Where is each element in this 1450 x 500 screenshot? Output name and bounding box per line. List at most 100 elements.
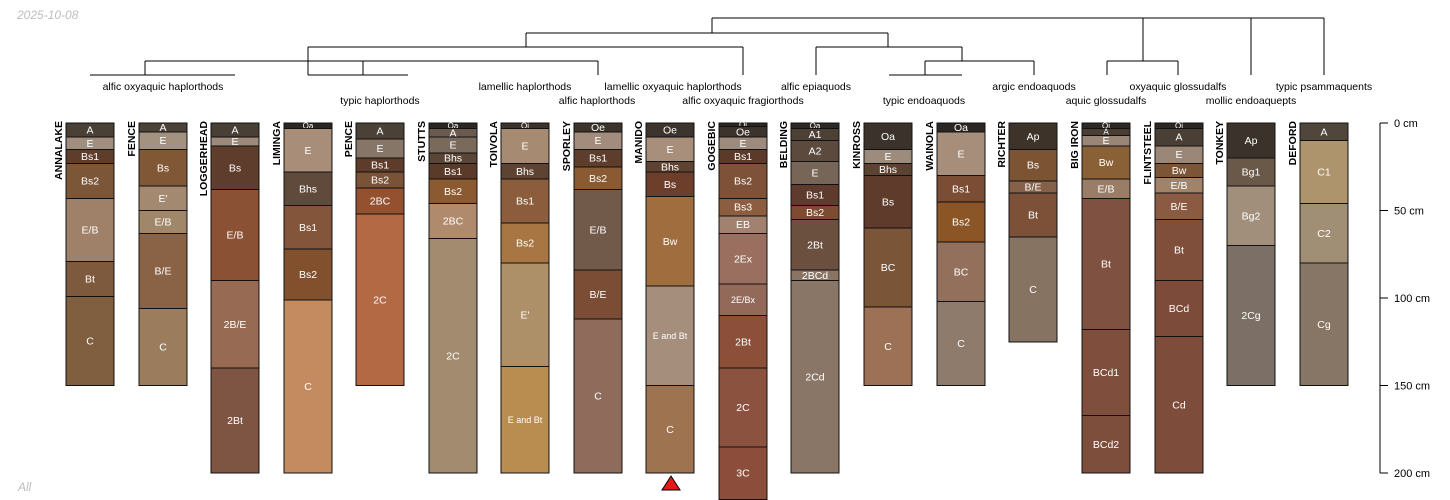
horizon-wainola-2 bbox=[936, 175, 986, 203]
horizon-label-annalake-2: Bs1 bbox=[81, 151, 99, 163]
horizon-label-manido-6: C bbox=[666, 424, 674, 436]
horizon-manido-4 bbox=[645, 196, 695, 287]
horizon-label-flintsteel-1: A bbox=[1175, 132, 1182, 144]
horizon-liminga-2 bbox=[283, 171, 333, 206]
profile-name-richter: RICHTER bbox=[996, 121, 1008, 168]
horizon-label-loggerhead-1: E bbox=[231, 136, 238, 148]
horizon-fence-5 bbox=[138, 232, 188, 309]
footer-label: All bbox=[18, 480, 32, 494]
horizon-label-big-iron-3: Bw bbox=[1099, 157, 1114, 169]
horizon-tonkey-2 bbox=[1226, 185, 1276, 246]
horizon-pence-5 bbox=[355, 213, 405, 386]
horizon-label-stutts-4: Bs1 bbox=[444, 166, 462, 178]
horizon-label-belding-7: 2BCd bbox=[802, 270, 828, 282]
horizon-label-stutts-3: Bhs bbox=[444, 153, 462, 165]
horizon-label-belding-5: Bs2 bbox=[806, 207, 824, 219]
profile-name-annalake: ANNALAKE bbox=[53, 121, 65, 180]
horizon-manido-5 bbox=[645, 285, 695, 386]
horizon-label-belding-2: A2 bbox=[809, 146, 822, 158]
horizon-label-flintsteel-2: E bbox=[1175, 149, 1182, 161]
horizon-label-loggerhead-0: A bbox=[231, 125, 238, 137]
horizon-label-annalake-6: C bbox=[86, 336, 94, 348]
horizon-manido-6 bbox=[645, 385, 695, 474]
horizon-belding-6 bbox=[790, 218, 840, 271]
horizon-label-kinross-2: Bhs bbox=[879, 164, 897, 176]
horizon-label-kinross-1: E bbox=[884, 151, 891, 163]
horizon-big-iron-6 bbox=[1081, 329, 1131, 416]
horizon-label-big-iron-6: BCd1 bbox=[1093, 367, 1119, 379]
horizon-label-sporley-4: E/B bbox=[590, 224, 607, 236]
horizon-label-sporley-2: Bs1 bbox=[589, 153, 607, 165]
horizon-label-fence-2: Bs bbox=[157, 162, 169, 174]
horizon-label-loggerhead-4: 2B/E bbox=[224, 319, 247, 331]
horizon-pence-4 bbox=[355, 187, 405, 215]
horizon-label-manido-3: Bs bbox=[664, 179, 676, 191]
horizon-loggerhead-2 bbox=[210, 145, 260, 190]
taxon-label-1: typic haplorthods bbox=[340, 95, 419, 107]
horizon-label-toivola-6: E and Bt bbox=[508, 415, 543, 425]
horizon-label-annalake-1: E bbox=[86, 138, 93, 150]
horizon-fence-6 bbox=[138, 308, 188, 386]
horizon-label-richter-4: C bbox=[1029, 284, 1037, 296]
profile-name-tonkey: TONKEY bbox=[1214, 121, 1226, 165]
horizon-label-manido-5: E and Bt bbox=[653, 331, 688, 341]
horizon-label-big-iron-2: E bbox=[1102, 135, 1109, 147]
horizon-label-belding-4: Bs1 bbox=[806, 189, 824, 201]
horizon-wainola-5 bbox=[936, 301, 986, 386]
end-marker-triangle-0 bbox=[661, 475, 681, 491]
horizon-label-big-iron-1: A bbox=[1103, 128, 1109, 137]
horizon-belding-8 bbox=[790, 280, 840, 474]
horizon-label-liminga-0: Oa bbox=[303, 121, 314, 130]
horizon-label-flintsteel-0: Oi bbox=[1175, 121, 1183, 130]
horizon-sporley-4 bbox=[573, 189, 623, 271]
horizon-deford-1 bbox=[1299, 140, 1349, 204]
horizon-label-fence-5: B/E bbox=[155, 266, 172, 278]
horizon-label-gogebic-11: 3C bbox=[736, 468, 750, 480]
horizon-label-fence-1: E bbox=[159, 135, 166, 147]
taxon-label-6: alfic epiaquods bbox=[781, 81, 851, 93]
horizon-toivola-4 bbox=[500, 222, 550, 264]
horizon-annalake-3 bbox=[65, 162, 115, 199]
horizon-label-pence-3: Bs2 bbox=[371, 175, 389, 187]
depth-tick-label-0: 0 cm bbox=[1394, 118, 1418, 130]
horizon-flintsteel-6 bbox=[1154, 218, 1204, 281]
taxon-label-7: typic endoaquods bbox=[883, 95, 965, 107]
horizon-label-wainola-3: Bs2 bbox=[952, 217, 970, 229]
profile-name-gogebic: GOGEBIC bbox=[706, 121, 718, 171]
profile-name-toivola: TOIVOLA bbox=[488, 121, 500, 168]
horizon-label-fence-6: C bbox=[159, 342, 167, 354]
horizon-gogebic-4 bbox=[718, 162, 768, 199]
horizon-big-iron-3 bbox=[1081, 145, 1131, 180]
horizon-label-flintsteel-5: B/E bbox=[1171, 201, 1188, 213]
horizon-label-gogebic-0: Oi bbox=[739, 121, 747, 130]
horizon-label-stutts-7: 2C bbox=[446, 350, 460, 362]
horizon-deford-3 bbox=[1299, 262, 1349, 386]
depth-tick-label-3: 150 cm bbox=[1394, 381, 1430, 393]
horizon-label-wainola-0: Oa bbox=[954, 122, 968, 134]
date-stamp: 2025-10-08 bbox=[17, 8, 79, 22]
horizon-liminga-3 bbox=[283, 204, 333, 250]
horizon-annalake-6 bbox=[65, 295, 115, 386]
horizon-label-richter-1: Bs bbox=[1027, 160, 1039, 172]
horizon-label-stutts-6: 2BC bbox=[443, 216, 464, 228]
horizon-label-loggerhead-5: 2Bt bbox=[227, 415, 243, 427]
horizon-label-deford-3: Cg bbox=[1317, 319, 1331, 331]
profile-name-sporley: SPORLEY bbox=[561, 121, 573, 171]
horizon-label-pence-2: Bs1 bbox=[371, 160, 389, 172]
horizon-flintsteel-5 bbox=[1154, 192, 1204, 220]
horizon-liminga-5 bbox=[283, 299, 333, 474]
horizon-stutts-7 bbox=[428, 238, 478, 474]
horizon-toivola-3 bbox=[500, 178, 550, 224]
horizon-label-toivola-0: Oi bbox=[521, 121, 529, 130]
horizon-label-manido-2: Bhs bbox=[661, 161, 679, 173]
horizon-label-wainola-4: BC bbox=[954, 266, 969, 278]
horizon-label-richter-3: Bt bbox=[1028, 210, 1038, 222]
horizon-label-sporley-3: Bs2 bbox=[589, 173, 607, 185]
horizon-label-kinross-4: BC bbox=[881, 262, 896, 274]
horizon-label-richter-0: Ap bbox=[1027, 131, 1040, 143]
taxon-label-4: lamellic oxyaquic haplorthods bbox=[604, 81, 741, 93]
horizon-label-manido-0: Oe bbox=[663, 125, 677, 137]
depth-tick-label-2: 100 cm bbox=[1394, 293, 1430, 305]
profile-name-belding: BELDING bbox=[778, 121, 790, 168]
